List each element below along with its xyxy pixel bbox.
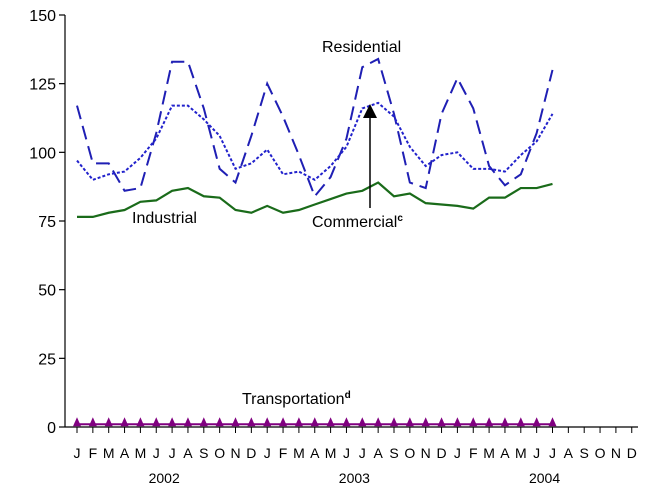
month-label: J (533, 445, 540, 461)
transportation-point (199, 417, 208, 427)
month-label: M (135, 445, 147, 461)
series-label-transportation: Transportationd (242, 390, 351, 408)
y-tick-label: 125 (29, 77, 56, 94)
month-label: A (500, 445, 510, 461)
month-label: J (454, 445, 461, 461)
transportation-point (168, 417, 177, 427)
y-tick-label: 0 (47, 420, 56, 437)
month-label: M (515, 445, 527, 461)
transportation-point (263, 417, 272, 427)
transportation-point (231, 417, 240, 427)
y-tick-label: 75 (38, 214, 56, 231)
month-label: S (199, 445, 208, 461)
year-label: 2002 (149, 470, 180, 486)
transportation-point (485, 417, 494, 427)
commercial-superscript: c (397, 213, 403, 224)
transportation-point (500, 417, 509, 427)
month-label: S (580, 445, 589, 461)
month-label: A (373, 445, 383, 461)
transportation-point (548, 417, 557, 427)
transportation-point (532, 417, 541, 427)
month-label: J (169, 445, 176, 461)
y-tick-label: 100 (29, 145, 56, 162)
month-label: O (214, 445, 225, 461)
transportation-point (183, 417, 192, 427)
transportation-point (152, 417, 161, 427)
month-label: M (103, 445, 115, 461)
series-line-industrial (77, 181, 553, 218)
month-label: F (89, 445, 98, 461)
month-label: F (469, 445, 478, 461)
month-label: S (389, 445, 398, 461)
commercial-name: Commercial (312, 214, 397, 231)
month-label: M (293, 445, 305, 461)
transportation-point (453, 417, 462, 427)
series-label-residential: Residential (322, 39, 401, 56)
transportation-point (421, 417, 430, 427)
month-label: J (343, 445, 350, 461)
transportation-point (73, 417, 81, 427)
month-label: J (153, 445, 160, 461)
transportation-point (215, 417, 224, 427)
commercial-arrowhead (363, 104, 377, 118)
month-label: A (564, 445, 574, 461)
transportation-point (294, 417, 303, 427)
month-label: M (325, 445, 337, 461)
y-ticks: 0 25 50 75 100 125 150 (29, 8, 65, 437)
month-label: J (359, 445, 366, 461)
transportation-point (247, 417, 256, 427)
y-tick-label: 50 (38, 283, 56, 300)
transportation-point (136, 417, 145, 427)
transportation-point (374, 417, 383, 427)
transportation-point (516, 417, 525, 427)
transportation-point (310, 417, 319, 427)
series-label-industrial: Industrial (132, 210, 197, 227)
y-tick-label: 25 (38, 351, 56, 368)
transportation-point (342, 417, 351, 427)
transportation-point (469, 417, 478, 427)
month-label: J (74, 445, 81, 461)
month-label: M (483, 445, 495, 461)
month-label: D (627, 445, 637, 461)
transportation-point (88, 417, 97, 427)
transportation-point (326, 417, 335, 427)
transportation-point (120, 417, 129, 427)
month-label: D (436, 445, 446, 461)
month-label: A (120, 445, 130, 461)
year-label: 2003 (339, 470, 370, 486)
transportation-point (104, 417, 113, 427)
series-label-commercial: Commercialc (312, 213, 403, 231)
month-label: A (310, 445, 320, 461)
series-lines (76, 57, 554, 426)
y-tick-label: 150 (29, 8, 56, 25)
transportation-point (358, 417, 367, 427)
series-line-residential (76, 57, 554, 199)
series-line-commercial (76, 101, 554, 182)
month-label: F (279, 445, 288, 461)
transportation-point (279, 417, 288, 427)
transportation-markers (73, 417, 557, 427)
transportation-name: Transportation (242, 391, 345, 408)
transportation-point (405, 417, 414, 427)
month-label: O (595, 445, 606, 461)
year-labels: 2002 2003 2004 (149, 470, 561, 486)
year-label: 2004 (529, 470, 560, 486)
transportation-point (437, 417, 446, 427)
month-label: D (246, 445, 256, 461)
month-label: N (611, 445, 621, 461)
transportation-superscript: d (345, 390, 351, 401)
month-label: N (230, 445, 240, 461)
month-label: N (421, 445, 431, 461)
month-label: A (183, 445, 193, 461)
month-label: O (404, 445, 415, 461)
month-label: J (264, 445, 271, 461)
transportation-point (390, 417, 398, 427)
month-label: J (549, 445, 556, 461)
